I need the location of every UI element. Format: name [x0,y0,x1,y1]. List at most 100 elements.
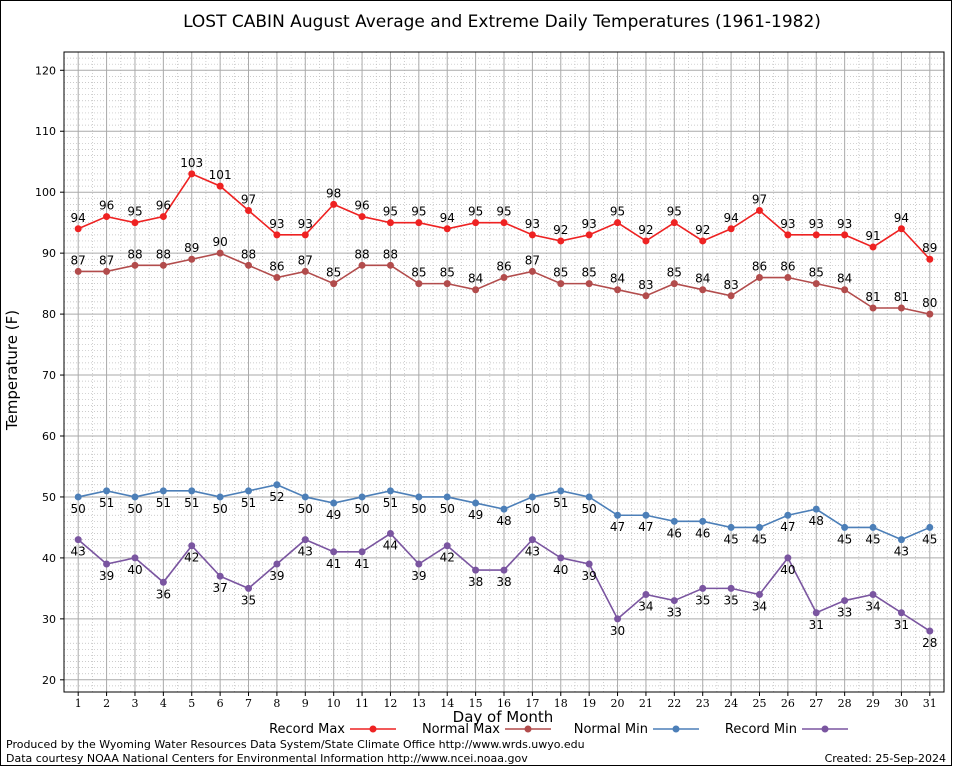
x-tick-label: 8 [273,697,280,710]
x-tick-label: 26 [781,697,795,710]
normal-min-data-label: 45 [922,532,937,546]
normal-min-point [443,493,451,501]
normal-min-point [500,505,508,513]
record-max-point [926,255,934,263]
record-min-data-label: 43 [71,545,86,559]
x-tick-label: 30 [894,697,908,710]
legend-marker-record-max [369,725,377,733]
record-min-data-label: 39 [269,569,284,583]
normal-min-data-label: 47 [638,520,653,534]
normal-min-data-label: 51 [99,496,114,510]
record-max-point [443,225,451,233]
normal-max-data-label: 89 [184,241,199,255]
record-max-point [557,237,565,245]
normal-max-point [301,267,309,275]
normal-min-data-label: 51 [184,496,199,510]
normal-min-point [897,536,905,544]
normal-min-point [642,511,650,519]
record-max-data-label: 93 [582,217,597,231]
record-max-point [188,170,196,178]
normal-max-data-label: 83 [638,278,653,292]
x-axis-label: Day of Month [453,708,554,726]
x-tick-label: 25 [752,697,766,710]
record-min-data-label: 38 [468,575,483,589]
normal-min-data-label: 50 [298,502,313,516]
legend-marker-normal-max [524,725,532,733]
normal-min-data-label: 45 [837,532,852,546]
record-min-data-label: 37 [212,581,227,595]
record-max-data-label: 95 [496,205,511,219]
record-min-data-label: 33 [837,606,852,620]
record-min-point [699,584,707,592]
legend-marker-record-min [821,725,829,733]
record-max-data-label: 94 [71,211,86,225]
record-min-data-label: 34 [752,599,767,613]
legend-label-normal-min: Normal Min [574,722,648,737]
normal-max-point [415,280,423,288]
legend-label-record-max: Record Max [269,722,345,737]
normal-max-point [585,280,593,288]
normal-min-point [841,523,849,531]
x-tick-label: 11 [355,697,369,710]
x-tick-label: 23 [696,697,710,710]
normal-max-point [784,274,792,282]
record-min-point [926,627,934,635]
record-max-data-label: 92 [638,223,653,237]
y-tick-label: 20 [42,674,56,687]
record-max-data-label: 95 [127,205,142,219]
normal-min-data-label: 48 [809,514,824,528]
footer-data-courtesy: Data courtesy NOAA National Centers for … [6,752,528,765]
record-min-point [216,572,224,580]
record-min-data-label: 31 [894,618,909,632]
normal-min-data-label: 50 [411,502,426,516]
record-max-data-label: 92 [695,223,710,237]
record-max-data-label: 95 [383,205,398,219]
record-max-data-label: 93 [780,217,795,231]
record-min-point [897,609,905,617]
record-max-point [784,231,792,239]
normal-min-point [245,487,253,495]
normal-max-data-label: 85 [440,266,455,280]
normal-min-point [784,511,792,519]
normal-min-point [727,523,735,531]
normal-min-data-label: 47 [610,520,625,534]
normal-max-point [755,274,763,282]
x-tick-label: 27 [809,697,823,710]
record-max-point [358,213,366,221]
record-max-data-label: 94 [723,211,738,225]
record-max-point [614,219,622,227]
record-min-point [415,560,423,568]
normal-max-data-label: 87 [99,253,114,267]
x-tick-label: 20 [611,697,625,710]
record-max-point [245,206,253,214]
y-tick-label: 30 [42,613,56,626]
record-max-point [472,219,480,227]
normal-max-data-label: 84 [610,272,625,286]
x-tick-label: 4 [160,697,167,710]
record-min-point [784,554,792,562]
record-max-point [103,213,111,221]
x-tick-label: 9 [302,697,309,710]
normal-max-data-label: 88 [241,247,256,261]
record-max-data-label: 103 [180,156,203,170]
record-max-point [330,200,338,208]
normal-max-point [614,286,622,294]
normal-max-data-label: 85 [667,266,682,280]
record-max-data-label: 94 [894,211,909,225]
normal-max-point [642,292,650,300]
normal-min-point [131,493,139,501]
record-min-point [443,542,451,550]
normal-max-data-label: 88 [156,247,171,261]
normal-min-point [330,499,338,507]
legend-marker-normal-min [672,725,680,733]
normal-min-data-label: 51 [383,496,398,510]
legend: Record Max Normal Max Normal Min Record Min [269,722,848,737]
record-min-point [358,548,366,556]
normal-min-point [216,493,224,501]
record-min-data-label: 42 [184,551,199,565]
x-tick-label: 14 [440,697,454,710]
y-tick-label: 50 [42,491,56,504]
normal-max-point [528,267,536,275]
normal-max-point [103,267,111,275]
normal-min-point [386,487,394,495]
